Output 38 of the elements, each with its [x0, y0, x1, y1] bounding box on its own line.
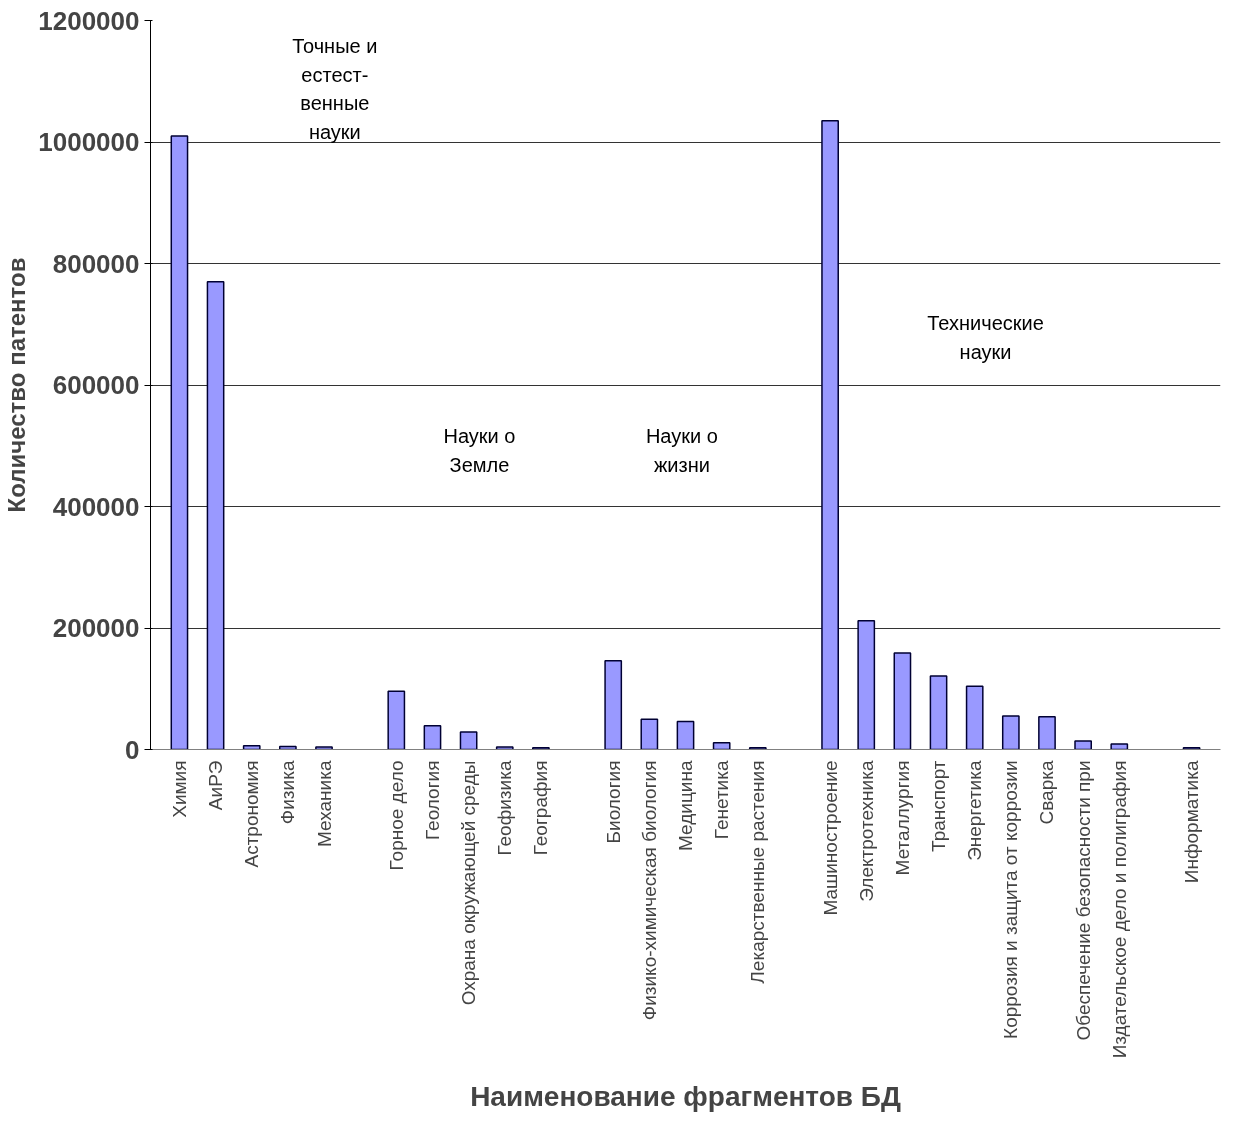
x-tick-label: Горное дело: [385, 760, 407, 871]
y-tick-label: 800000: [52, 248, 140, 279]
x-tick-label: Физико-химическая биология: [638, 760, 660, 1021]
x-tick-label: Медицина: [675, 760, 696, 851]
x-tick-label: Издательское дело и полиграфия: [1108, 760, 1130, 1059]
annotation: Технические науки: [927, 312, 1044, 363]
x-tick-label: Механика: [313, 760, 335, 847]
annotation: Науки о жизни: [645, 425, 718, 476]
y-axis-title: Количество патентов: [3, 257, 31, 513]
x-tick-label: Генетика: [711, 760, 733, 840]
x-tick-label: Охрана окружающей среды: [458, 760, 480, 1006]
x-tick-label: Химия: [168, 760, 190, 818]
x-tick-label: Геология: [421, 760, 443, 840]
x-tick-label: Информатика: [1181, 760, 1203, 884]
x-tick-label: Астрономия: [241, 760, 263, 868]
annotation: Точные и естест- венные науки: [292, 35, 378, 143]
y-tick-label: 400000: [52, 491, 140, 522]
annotation: Науки о Земле: [443, 425, 516, 476]
x-tick-label: Геофизика: [494, 760, 516, 856]
x-tick-label: АиРЭ: [205, 760, 227, 811]
x-tick-label: Электротехника: [855, 760, 877, 902]
x-axis-title: Наименование фрагментов БД: [470, 1081, 901, 1113]
x-tick-label: Лекарственные растения: [747, 760, 769, 984]
x-tick-label: Биология: [602, 760, 624, 844]
y-tick-label: 600000: [52, 370, 140, 400]
x-tick-label: Обеспечение безопасности при: [1072, 760, 1094, 1041]
x-tick-label: Металлургия: [891, 760, 913, 876]
y-tick-label: 1200000: [38, 5, 140, 36]
y-tick-label: 1000000: [38, 127, 140, 157]
x-tick-label: Машиностроение: [819, 760, 841, 916]
y-tick-label: 200000: [52, 613, 140, 643]
x-tick-label: География: [530, 760, 552, 856]
x-tick-label: Коррозия и защита от коррозии: [1000, 760, 1022, 1039]
x-tick-label: Энергетика: [964, 760, 986, 861]
x-tick-label: Транспорт: [928, 760, 950, 852]
x-tick-label: Физика: [277, 760, 299, 825]
x-tick-label: Сварка: [1036, 760, 1058, 825]
y-tick-label: 0: [125, 734, 140, 765]
